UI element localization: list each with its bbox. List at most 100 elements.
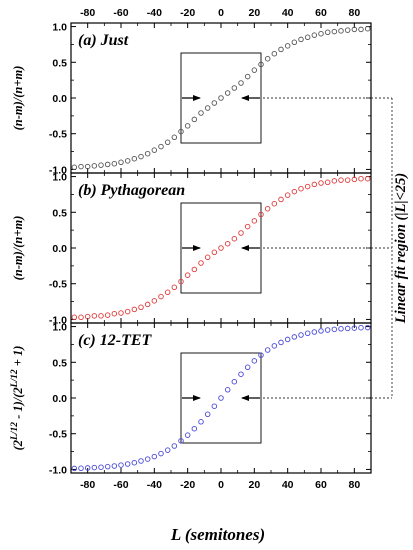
data-point bbox=[84, 465, 91, 471]
x-tick-label-bottom: -20 bbox=[180, 479, 195, 491]
data-point bbox=[111, 160, 118, 167]
data-point bbox=[111, 463, 118, 469]
data-point bbox=[258, 352, 264, 358]
data-point bbox=[104, 312, 111, 318]
x-axis-label: L (semitones) bbox=[170, 525, 265, 544]
y-axis-label: (n-m)/(n+m) bbox=[11, 216, 25, 281]
data-point bbox=[84, 313, 91, 320]
data-point bbox=[311, 329, 318, 335]
y-tick-label: 0.5 bbox=[52, 57, 67, 69]
data-point bbox=[304, 330, 311, 337]
data-point bbox=[351, 325, 358, 331]
x-tick-label-top: 80 bbox=[348, 7, 360, 19]
data-point bbox=[318, 180, 324, 186]
data-point bbox=[258, 61, 264, 68]
data-point bbox=[251, 358, 258, 364]
data-point bbox=[191, 116, 198, 123]
data-point bbox=[364, 25, 371, 32]
data-point bbox=[338, 177, 344, 183]
data-point bbox=[131, 306, 138, 313]
data-point bbox=[118, 310, 124, 316]
annotation-text: Linear fit region (|L|<25) bbox=[393, 173, 409, 324]
data-point bbox=[238, 80, 244, 86]
data-point bbox=[138, 304, 144, 311]
data-point bbox=[238, 371, 244, 377]
y-tick-label: 0.5 bbox=[52, 207, 67, 219]
data-point bbox=[331, 326, 338, 333]
data-point bbox=[138, 153, 144, 160]
data-point bbox=[258, 211, 264, 218]
x-tick-label-bottom: 0 bbox=[218, 479, 224, 491]
data-point bbox=[264, 347, 271, 353]
data-point bbox=[244, 73, 251, 80]
data-point bbox=[84, 163, 91, 170]
y-label-superscript: L/12 bbox=[10, 422, 20, 441]
data-point bbox=[364, 175, 371, 182]
data-point bbox=[144, 150, 151, 157]
data-point bbox=[124, 308, 131, 315]
x-tick-label-bottom: -40 bbox=[147, 479, 162, 491]
data-point bbox=[331, 178, 338, 184]
data-point bbox=[278, 46, 284, 53]
data-point bbox=[344, 177, 351, 183]
y-tick-label: -0.5 bbox=[49, 429, 67, 441]
data-point bbox=[144, 301, 151, 308]
y-tick-label: 0.0 bbox=[52, 393, 67, 405]
x-tick-label-bottom: -80 bbox=[80, 479, 95, 491]
data-point bbox=[251, 67, 258, 73]
data-point bbox=[204, 105, 211, 111]
y-tick-label: 1.0 bbox=[52, 22, 67, 34]
data-point bbox=[184, 432, 191, 438]
data-point bbox=[78, 465, 84, 472]
data-point bbox=[178, 438, 184, 444]
data-point bbox=[158, 293, 164, 300]
data-point bbox=[218, 95, 224, 101]
data-point bbox=[191, 266, 198, 273]
data-point bbox=[278, 339, 284, 346]
panel-label: (b) Pythagorean bbox=[78, 182, 185, 199]
data-point bbox=[218, 245, 224, 251]
data-point bbox=[264, 55, 271, 62]
fit-region-box bbox=[180, 52, 262, 144]
x-tick-label-top: 20 bbox=[248, 7, 260, 19]
data-point bbox=[151, 298, 158, 304]
data-point bbox=[358, 175, 364, 182]
x-tick-label-bottom: 40 bbox=[282, 479, 294, 491]
data-point bbox=[91, 464, 98, 471]
data-point bbox=[298, 332, 304, 338]
y-tick-label: -0.5 bbox=[49, 129, 67, 141]
data-point bbox=[338, 326, 344, 332]
data-point bbox=[318, 30, 324, 37]
data-point bbox=[344, 27, 351, 33]
data-point bbox=[178, 278, 184, 285]
data-point bbox=[118, 159, 124, 166]
data-point bbox=[171, 443, 178, 449]
data-point bbox=[198, 110, 204, 116]
data-point bbox=[358, 324, 364, 331]
y-tick-label: -0.5 bbox=[49, 279, 67, 291]
data-point bbox=[71, 164, 78, 171]
x-tick-label-bottom: 20 bbox=[248, 479, 260, 491]
y-tick-label: 1.0 bbox=[52, 322, 67, 334]
linear-fit-annotation: Linear fit region (|L|<25) bbox=[391, 98, 409, 398]
data-point bbox=[204, 411, 211, 418]
data-point bbox=[311, 32, 318, 38]
data-point bbox=[138, 458, 144, 464]
x-tick-label-top: -20 bbox=[180, 7, 195, 19]
data-point bbox=[98, 313, 104, 319]
data-point bbox=[118, 462, 124, 468]
series-points bbox=[71, 324, 371, 472]
data-point bbox=[331, 28, 338, 35]
data-point bbox=[311, 181, 318, 188]
data-point bbox=[104, 161, 111, 168]
data-point bbox=[211, 249, 218, 256]
data-point bbox=[284, 43, 291, 49]
data-point bbox=[224, 90, 231, 96]
data-point bbox=[184, 272, 191, 278]
data-point bbox=[324, 327, 331, 333]
x-tick-label-top: -80 bbox=[80, 7, 95, 19]
data-point bbox=[224, 387, 231, 393]
data-point bbox=[158, 450, 164, 457]
series-points bbox=[71, 25, 371, 171]
panel-a: -1.0 -0.5 0.0 0.5 1.0 (a) Just (n-m)/(n+m) bbox=[11, 22, 392, 176]
